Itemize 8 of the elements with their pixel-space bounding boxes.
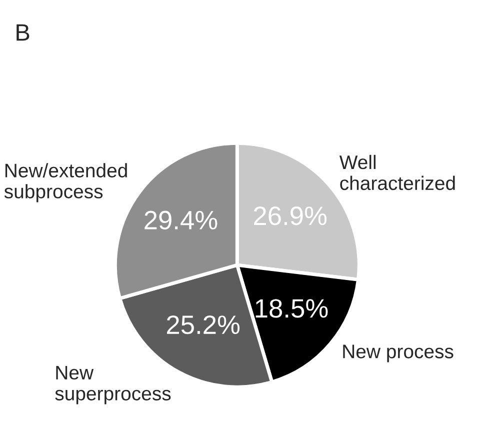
slice-label: New process	[343, 344, 454, 362]
data-label: 29.4%	[144, 210, 218, 230]
slice-label: Well characterized	[339, 154, 455, 190]
data-label: 18.5%	[256, 299, 328, 318]
chart-title: B	[16, 24, 30, 41]
slice-label: New/extended subprocess	[4, 163, 127, 202]
data-label: 25.2%	[166, 315, 240, 334]
slice-label: New superprocess	[55, 366, 171, 404]
